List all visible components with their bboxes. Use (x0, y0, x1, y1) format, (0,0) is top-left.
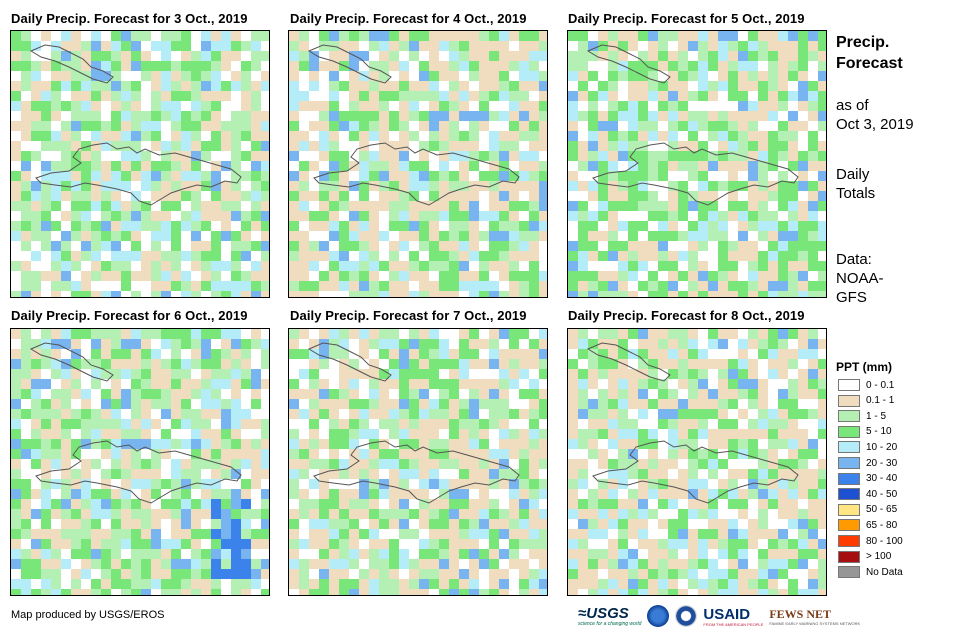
legend-label: 10 - 20 (866, 441, 898, 453)
map-panel-oct4 (288, 30, 548, 298)
map-credit: Map produced by USGS/EROS (11, 609, 165, 621)
legend-swatch (838, 503, 860, 516)
precip-grid-oct3 (11, 31, 269, 297)
legend-item: 50 - 65 (838, 502, 897, 518)
legend-label: 5 - 10 (866, 426, 892, 438)
precip-grid-oct6 (11, 329, 269, 595)
legend-swatch (838, 410, 860, 423)
legend-swatch (838, 488, 860, 501)
map-panel-oct7 (288, 328, 548, 596)
legend-item: 0.1 - 1 (838, 393, 894, 409)
legend-item: 10 - 20 (838, 439, 897, 455)
legend-swatch (838, 394, 860, 407)
panel-title-oct4: Daily Precip. Forecast for 4 Oct., 2019 (290, 11, 527, 26)
legend-label: 20 - 30 (866, 457, 898, 469)
sidebar-as-of: as of Oct 3, 2019 (836, 97, 914, 133)
sidebar-daily-totals: Daily Totals (836, 166, 876, 202)
legend-swatch (838, 566, 860, 579)
nasa-seal-logo (675, 605, 698, 627)
map-panel-oct5 (567, 30, 827, 298)
legend-swatch (838, 550, 860, 563)
noaa-logo (647, 605, 670, 627)
legend-label: 1 - 5 (866, 410, 887, 422)
legend-label: 40 - 50 (866, 488, 898, 500)
usaid-logo: USAID FROM THE AMERICAN PEOPLE (703, 605, 764, 627)
precip-grid-oct7 (289, 329, 547, 595)
legend-item: 40 - 50 (838, 486, 897, 502)
legend-item: 30 - 40 (838, 471, 897, 487)
legend-item: No Data (838, 564, 903, 580)
sidebar-title: Precip. Forecast (836, 34, 903, 72)
precip-grid-oct5 (568, 31, 826, 297)
legend-swatch (838, 425, 860, 438)
legend-item: 5 - 10 (838, 424, 892, 440)
legend-item: 20 - 30 (838, 455, 897, 471)
legend-swatch (838, 535, 860, 547)
legend-label: > 100 (866, 551, 892, 563)
legend-item: 65 - 80 (838, 517, 897, 533)
legend-swatch (838, 441, 860, 454)
legend-label: 0.1 - 1 (866, 395, 895, 407)
legend-swatch (838, 379, 860, 391)
legend-title: PPT (mm) (836, 360, 893, 374)
legend-label: 50 - 65 (866, 504, 898, 516)
panel-title-oct6: Daily Precip. Forecast for 6 Oct., 2019 (11, 308, 248, 323)
legend-label: 30 - 40 (866, 473, 898, 485)
usgs-logo: ≈USGS science for a changing world (578, 605, 642, 627)
legend-swatch (838, 472, 860, 485)
legend-label: 80 - 100 (866, 535, 903, 547)
panel-title-oct5: Daily Precip. Forecast for 5 Oct., 2019 (568, 11, 805, 26)
legend-item: > 100 (838, 549, 891, 565)
map-panel-oct6 (10, 328, 270, 596)
agency-logos: ≈USGS science for a changing world USAID… (578, 601, 860, 631)
legend-swatch (838, 519, 860, 532)
sidebar-data-source: Data: NOAA- GFS (836, 251, 884, 306)
legend-swatch (838, 457, 860, 469)
panel-title-oct8: Daily Precip. Forecast for 8 Oct., 2019 (568, 308, 805, 323)
precip-grid-oct4 (289, 31, 547, 297)
fews-net-logo: FEWS NET FAMINE EARLY WARNING SYSTEMS NE… (769, 606, 861, 626)
map-panel-oct8 (567, 328, 827, 596)
map-panel-oct3 (10, 30, 270, 298)
legend-item: 0 - 0.1 (838, 377, 894, 393)
precip-grid-oct8 (568, 329, 826, 595)
legend-item: 1 - 5 (838, 408, 886, 424)
panel-title-oct7: Daily Precip. Forecast for 7 Oct., 2019 (290, 308, 527, 323)
legend-label: 0 - 0.1 (866, 379, 895, 391)
legend-item: 80 - 100 (838, 533, 903, 549)
legend-label: No Data (866, 566, 903, 578)
legend-label: 65 - 80 (866, 519, 898, 531)
panel-title-oct3: Daily Precip. Forecast for 3 Oct., 2019 (11, 11, 248, 26)
